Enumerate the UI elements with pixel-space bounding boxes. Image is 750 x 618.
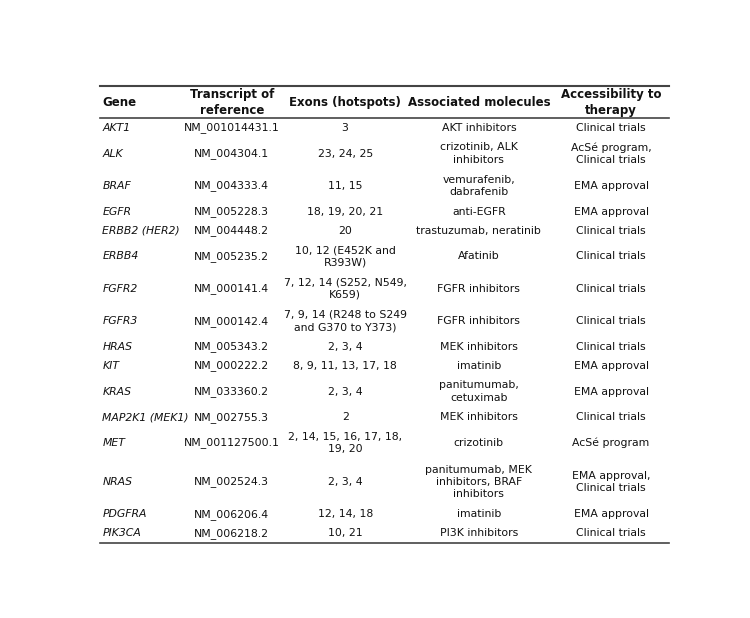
Text: 7, 12, 14 (S252, N549,
K659): 7, 12, 14 (S252, N549, K659) [284,277,406,300]
Text: 20: 20 [338,226,352,235]
Text: NM_000141.4: NM_000141.4 [194,283,269,294]
Text: ALK: ALK [103,148,123,159]
Text: Clinical trials: Clinical trials [576,316,646,326]
Text: NM_033360.2: NM_033360.2 [194,386,269,397]
Text: NM_005235.2: NM_005235.2 [194,251,269,262]
Text: FGFR inhibitors: FGFR inhibitors [437,316,520,326]
Text: EMA approval: EMA approval [574,361,649,371]
Text: NM_000142.4: NM_000142.4 [194,316,269,326]
Text: Transcript of
reference: Transcript of reference [190,88,274,117]
Text: crizotinib: crizotinib [454,438,504,448]
Text: NM_001127500.1: NM_001127500.1 [184,438,280,449]
Text: 2, 3, 4: 2, 3, 4 [328,342,362,352]
Text: PI3K inhibitors: PI3K inhibitors [440,528,518,538]
Text: MEK inhibitors: MEK inhibitors [440,342,518,352]
Text: 23, 24, 25: 23, 24, 25 [317,148,373,159]
Text: Clinical trials: Clinical trials [576,412,646,422]
Text: FGFR inhibitors: FGFR inhibitors [437,284,520,294]
Text: Exons (hotspots): Exons (hotspots) [290,96,401,109]
Text: KIT: KIT [103,361,119,371]
Text: Clinical trials: Clinical trials [576,528,646,538]
Text: Associated molecules: Associated molecules [407,96,550,109]
Text: vemurafenib,
dabrafenib: vemurafenib, dabrafenib [442,175,515,197]
Text: anti-EGFR: anti-EGFR [452,206,506,217]
Text: panitumumab, MEK
inhibitors, BRAF
inhibitors: panitumumab, MEK inhibitors, BRAF inhibi… [425,465,532,499]
Text: 12, 14, 18: 12, 14, 18 [317,509,373,519]
Text: 18, 19, 20, 21: 18, 19, 20, 21 [307,206,383,217]
Text: NM_004448.2: NM_004448.2 [194,226,269,236]
Text: EMA approval: EMA approval [574,509,649,519]
Text: EMA approval: EMA approval [574,206,649,217]
Text: Clinical trials: Clinical trials [576,284,646,294]
Text: Clinical trials: Clinical trials [576,123,646,133]
Text: NM_005228.3: NM_005228.3 [194,206,269,217]
Text: Gene: Gene [103,96,136,109]
Text: 10, 12 (E452K and
R393W): 10, 12 (E452K and R393W) [295,245,395,268]
Text: imatinib: imatinib [457,509,501,519]
Text: AKT1: AKT1 [103,123,130,133]
Text: MAP2K1 (MEK1): MAP2K1 (MEK1) [103,412,189,422]
Text: NM_001014431.1: NM_001014431.1 [184,122,280,133]
Text: FGFR3: FGFR3 [103,316,138,326]
Text: ERBB4: ERBB4 [103,252,139,261]
Text: Clinical trials: Clinical trials [576,226,646,235]
Text: Accessibility to
therapy: Accessibility to therapy [561,88,662,117]
Text: MEK inhibitors: MEK inhibitors [440,412,518,422]
Text: AKT inhibitors: AKT inhibitors [442,123,516,133]
Text: Clinical trials: Clinical trials [576,342,646,352]
Text: 2, 3, 4: 2, 3, 4 [328,477,362,487]
Text: AcSé program: AcSé program [572,438,650,448]
Text: 8, 9, 11, 13, 17, 18: 8, 9, 11, 13, 17, 18 [293,361,397,371]
Text: NM_004304.1: NM_004304.1 [194,148,269,159]
Text: PIK3CA: PIK3CA [103,528,141,538]
Text: EMA approval,
Clinical trials: EMA approval, Clinical trials [572,471,650,493]
Text: NM_000222.2: NM_000222.2 [194,360,269,371]
Text: 7, 9, 14 (R248 to S249
and G370 to Y373): 7, 9, 14 (R248 to S249 and G370 to Y373) [284,310,406,332]
Text: 2: 2 [342,412,349,422]
Text: MET: MET [103,438,125,448]
Text: NM_002755.3: NM_002755.3 [194,412,269,423]
Text: PDGFRA: PDGFRA [103,509,147,519]
Text: Clinical trials: Clinical trials [576,252,646,261]
Text: HRAS: HRAS [103,342,133,352]
Text: EMA approval: EMA approval [574,181,649,191]
Text: KRAS: KRAS [103,387,131,397]
Text: FGFR2: FGFR2 [103,284,138,294]
Text: 2, 3, 4: 2, 3, 4 [328,387,362,397]
Text: Afatinib: Afatinib [458,252,500,261]
Text: 10, 21: 10, 21 [328,528,362,538]
Text: NM_002524.3: NM_002524.3 [194,476,269,488]
Text: 2, 14, 15, 16, 17, 18,
19, 20: 2, 14, 15, 16, 17, 18, 19, 20 [288,432,402,454]
Text: imatinib: imatinib [457,361,501,371]
Text: EMA approval: EMA approval [574,387,649,397]
Text: 11, 15: 11, 15 [328,181,362,191]
Text: NM_006206.4: NM_006206.4 [194,509,269,520]
Text: NRAS: NRAS [103,477,133,487]
Text: AcSé program,
Clinical trials: AcSé program, Clinical trials [571,142,652,165]
Text: NM_004333.4: NM_004333.4 [194,180,269,192]
Text: crizotinib, ALK
inhibitors: crizotinib, ALK inhibitors [440,142,518,165]
Text: NM_005343.2: NM_005343.2 [194,341,269,352]
Text: trastuzumab, neratinib: trastuzumab, neratinib [416,226,542,235]
Text: BRAF: BRAF [103,181,131,191]
Text: NM_006218.2: NM_006218.2 [194,528,269,539]
Text: 3: 3 [342,123,349,133]
Text: ERBB2 (HER2): ERBB2 (HER2) [103,226,180,235]
Text: EGFR: EGFR [103,206,131,217]
Text: panitumumab,
cetuximab: panitumumab, cetuximab [439,381,519,403]
